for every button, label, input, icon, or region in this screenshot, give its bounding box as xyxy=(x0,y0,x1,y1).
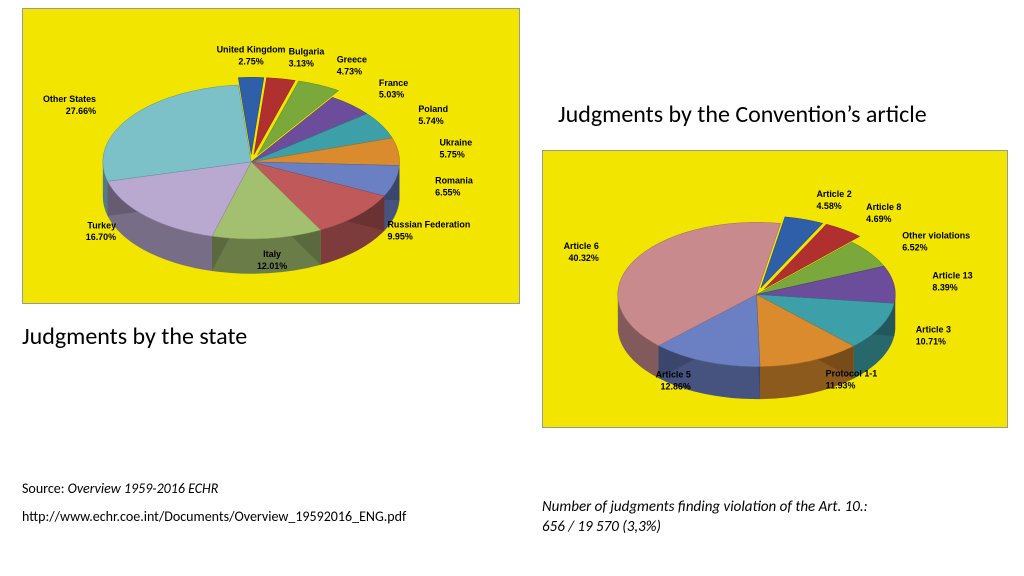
source-title: Overview 1959-2016 ECHR xyxy=(68,480,219,497)
footnote-art10: Number of judgments finding violation of… xyxy=(542,498,868,537)
slice-label-value: 6.55% xyxy=(435,187,460,197)
slice-label-name: Romania xyxy=(435,176,474,186)
footnote-line1: Number of judgments finding violation of… xyxy=(542,498,868,518)
slice-label-value: 5.74% xyxy=(418,116,443,126)
slice-label-value: 16.70% xyxy=(86,232,116,242)
slice-label-value: 9.95% xyxy=(387,232,412,242)
slice-label-value: 4.73% xyxy=(337,66,362,76)
pie-chart-state: United Kingdom 2.75% Bulgaria3.13% Greece 4.… xyxy=(23,9,519,303)
slice-label-value: 27.66% xyxy=(66,106,96,116)
pie-chart-article: Article 2 4.58% Article 8 4.69% Other violat… xyxy=(543,151,1007,427)
slice-label-name: Turkey xyxy=(87,220,116,230)
slice-label-name: Other States xyxy=(43,94,96,104)
slice-label-value: 40.32% xyxy=(569,253,599,263)
slice-label-name: Article 2 xyxy=(816,189,851,199)
slice-label-name: Article 8 xyxy=(866,202,901,212)
footnote-line2: 656 / 19 570 (3,3%) xyxy=(542,518,868,538)
slice-label-name: Article 5 xyxy=(656,369,691,379)
slice-label-value: 10.71% xyxy=(916,336,946,346)
slice-label-value: 5.75% xyxy=(439,150,464,160)
slice-label-name: Article 13 xyxy=(932,271,972,281)
slice-label-value: 12.86% xyxy=(661,381,691,391)
slice-label-value: 5.03% xyxy=(379,90,404,100)
chart-judgments-by-state: United Kingdom 2.75% Bulgaria3.13% Greece 4.… xyxy=(22,8,520,304)
slice-label-value: 4.58% xyxy=(816,201,841,211)
slice-label-value: 6.52% xyxy=(902,243,927,253)
slice-label-name: United Kingdom xyxy=(217,45,286,55)
slice-label-value: 4.69% xyxy=(866,214,891,224)
slice-label-name: France xyxy=(379,78,408,88)
source-line: Source: Overview 1959-2016 ECHR xyxy=(22,480,218,497)
slice-label-value: 2.75% xyxy=(238,57,263,67)
chart2-title: Judgments by the Convention’s article xyxy=(558,100,927,129)
slice-label-name: Bulgaria xyxy=(289,47,326,57)
slice-label-name: Greece xyxy=(337,54,367,64)
slice-label-name: Other violations xyxy=(902,231,970,241)
chart-judgments-by-article: Article 2 4.58% Article 8 4.69% Other violat… xyxy=(542,150,1008,428)
slice-label-value: 8.39% xyxy=(932,283,957,293)
source-prefix: Source: xyxy=(22,480,68,497)
slice-label-name: Article 3 xyxy=(916,325,951,335)
slice-label-value: 11.93% xyxy=(826,381,856,391)
slice-label-value: 3.13% xyxy=(289,58,314,68)
slice-label-name: Italy xyxy=(263,249,281,259)
chart1-title: Judgments by the state xyxy=(22,322,247,351)
slice-label-value: 12.01% xyxy=(257,261,287,271)
slice-label-name: Russian Federation xyxy=(387,220,470,230)
slice-label-name: Ukraine xyxy=(439,138,472,148)
source-url: http://www.echr.coe.int/Documents/Overvi… xyxy=(22,508,406,525)
slice-label-name: Protocol 1-1 xyxy=(826,369,878,379)
slice-label-name: Poland xyxy=(418,104,448,114)
slice-label-name: Article 6 xyxy=(564,241,599,251)
